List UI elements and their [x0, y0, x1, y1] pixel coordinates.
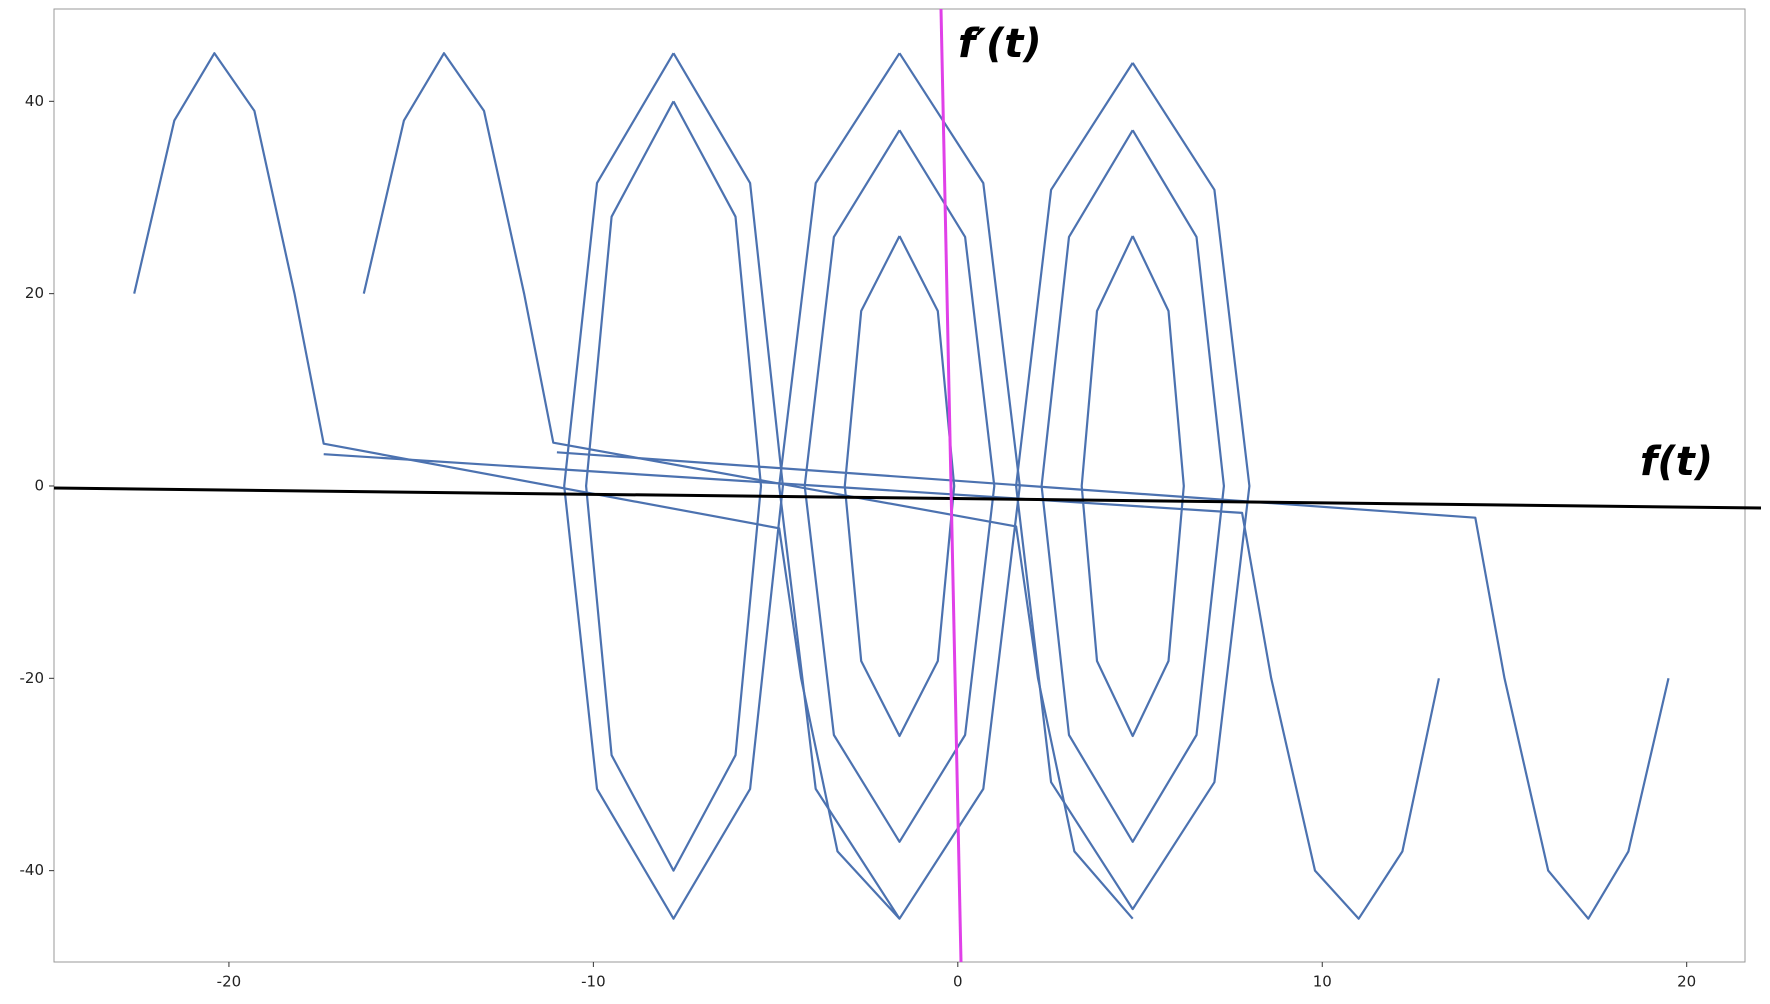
- y-tick-label: -20: [20, 669, 45, 687]
- trajectory: [323, 453, 1440, 920]
- x-tick-label: 0: [953, 973, 963, 991]
- x-tick-label: 10: [1313, 973, 1332, 991]
- trajectory: [556, 451, 1670, 920]
- trajectory: [778, 52, 1021, 920]
- x-tick-label: 20: [1677, 973, 1696, 991]
- trajectory: [843, 235, 956, 738]
- fprime-axis-line: [939, 8, 963, 963]
- y-tick-label: 0: [34, 476, 44, 494]
- annotation: f′(t): [958, 21, 1042, 67]
- plot-area: [133, 52, 1670, 920]
- x-tick-label: -20: [217, 973, 242, 991]
- trajectory: [563, 52, 784, 920]
- annotation: f(t): [1640, 439, 1713, 485]
- trajectory: [803, 129, 996, 843]
- f-axis-line: [53, 486, 1762, 510]
- trajectory: [1015, 62, 1251, 911]
- plot-frame: [53, 8, 1746, 963]
- y-tick-label: 40: [25, 92, 44, 110]
- trajectory: [1080, 235, 1185, 738]
- x-tick-label: -10: [581, 973, 606, 991]
- trajectory: [585, 100, 763, 872]
- trajectory: [362, 52, 1134, 920]
- y-tick-label: 20: [25, 284, 44, 302]
- trajectory: [1040, 129, 1225, 843]
- trajectory: [133, 52, 901, 920]
- y-tick-label: -40: [20, 861, 45, 879]
